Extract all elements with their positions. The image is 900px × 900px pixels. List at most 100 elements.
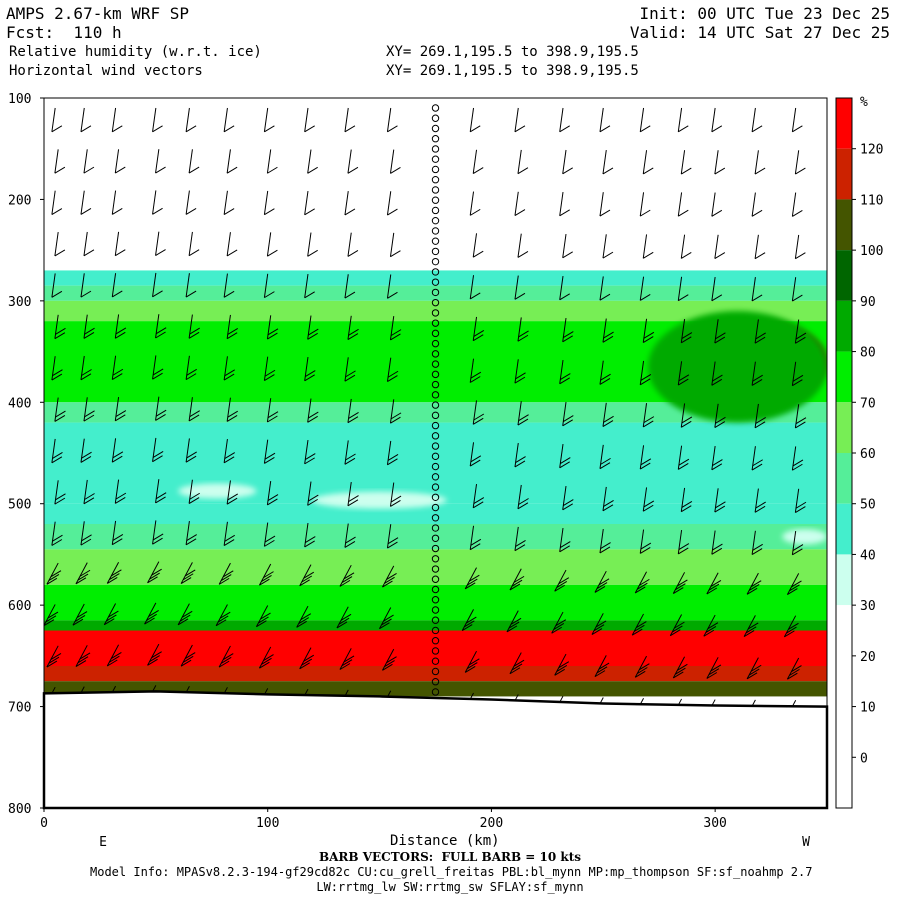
calm-barb <box>431 524 440 532</box>
barb-flag <box>81 369 92 376</box>
barb-flag <box>112 451 124 459</box>
colorbar-swatch <box>836 250 852 301</box>
barb-shaft <box>336 606 349 629</box>
barb-flag <box>112 207 123 215</box>
wind-barb <box>677 276 689 302</box>
barb-flag <box>264 208 275 216</box>
barb-flag <box>115 496 126 504</box>
barb-shaft <box>51 521 56 546</box>
barb-flag <box>710 664 722 672</box>
barb-flag <box>642 504 654 512</box>
rh-layer <box>44 503 827 524</box>
wind-barb <box>83 397 95 422</box>
calm-barb <box>431 309 440 317</box>
y-tick-label: 200 <box>8 193 31 208</box>
barb-flag <box>223 125 235 133</box>
barb-flag <box>186 534 197 541</box>
calm-barb <box>431 503 440 512</box>
barb-flag <box>598 662 610 670</box>
wind-barb <box>469 442 482 467</box>
barb-shaft <box>677 445 683 470</box>
wind-barb <box>711 192 723 217</box>
wind-barb <box>642 150 654 175</box>
barb-flag <box>791 665 802 673</box>
barb-flag <box>470 455 482 463</box>
barb-shaft <box>754 403 759 428</box>
wind-barb <box>304 273 315 299</box>
barb-flag <box>792 379 803 387</box>
barb-flag <box>115 327 127 335</box>
wind-barb <box>75 645 91 667</box>
barb-flag <box>678 378 689 386</box>
barb-shaft <box>111 107 117 132</box>
wind-barb <box>754 488 766 513</box>
barb-flag <box>559 293 570 301</box>
barb-flag <box>147 576 158 584</box>
barb-flag <box>678 547 689 555</box>
barb-flag <box>51 208 63 215</box>
colorbar-label: 50 <box>860 498 876 513</box>
barb-flag <box>469 376 481 383</box>
barb-flag <box>387 537 399 545</box>
wind-barb <box>559 275 570 301</box>
barb-shaft <box>714 150 719 175</box>
barb-shaft <box>83 479 88 504</box>
barb-shaft <box>223 521 228 546</box>
wind-barb <box>155 479 167 504</box>
barb-shaft <box>472 483 478 508</box>
rh-layer <box>44 666 827 682</box>
barb-shaft <box>514 359 519 384</box>
barb-flag <box>681 420 692 428</box>
wind-barb <box>347 481 359 507</box>
wind-barb <box>594 655 610 678</box>
calm-barb <box>431 626 440 635</box>
barb-flag <box>643 416 655 424</box>
barb-shaft <box>754 150 759 175</box>
barb-shaft <box>472 316 478 341</box>
wind-barb <box>304 190 315 216</box>
barb-shaft <box>307 149 312 174</box>
barb-flag <box>748 668 760 676</box>
barb-note: BARB VECTORS: FULL BARB = 10 kts <box>318 850 582 864</box>
barb-flag <box>180 659 192 667</box>
wind-barb <box>218 645 234 668</box>
barb-shaft <box>106 644 120 667</box>
barb-flag <box>553 623 565 630</box>
barb-flag <box>634 586 646 594</box>
barb-flag <box>155 331 166 339</box>
barb-flag <box>637 582 648 590</box>
barb-flag <box>563 331 574 338</box>
barb-flag <box>115 166 126 174</box>
barb-shaft <box>114 314 120 339</box>
wind-barb <box>703 614 719 637</box>
wind-barb <box>562 317 574 343</box>
wind-barb <box>307 398 319 423</box>
rh-layer <box>44 285 827 301</box>
calm-barb <box>431 657 440 665</box>
wind-barb <box>185 438 197 463</box>
barb-flag <box>147 658 158 666</box>
barb-flag <box>382 580 393 588</box>
barb-flag <box>751 548 763 556</box>
barb-shaft <box>111 190 117 215</box>
barb-flag <box>751 463 763 471</box>
wind-barb <box>263 439 276 464</box>
barb-flag <box>77 573 89 581</box>
wind-barb <box>746 657 762 680</box>
barb-flag <box>554 668 565 676</box>
barb-flag <box>711 125 723 133</box>
barb-shaft <box>185 107 190 132</box>
wind-barb <box>111 355 124 380</box>
distance-axis: 0 100 200 300 E W <box>40 808 810 850</box>
barb-shaft <box>80 107 85 132</box>
barb-flag <box>264 535 276 543</box>
barb-flag <box>599 209 611 217</box>
barb-flag <box>112 125 123 133</box>
barb-flag <box>792 125 803 133</box>
barb-shaft <box>389 232 395 257</box>
colorbar-swatch <box>836 605 852 656</box>
wind-barb <box>185 355 197 381</box>
barb-flag <box>185 373 197 381</box>
barb-shaft <box>188 397 193 422</box>
wind-barb <box>386 357 399 382</box>
